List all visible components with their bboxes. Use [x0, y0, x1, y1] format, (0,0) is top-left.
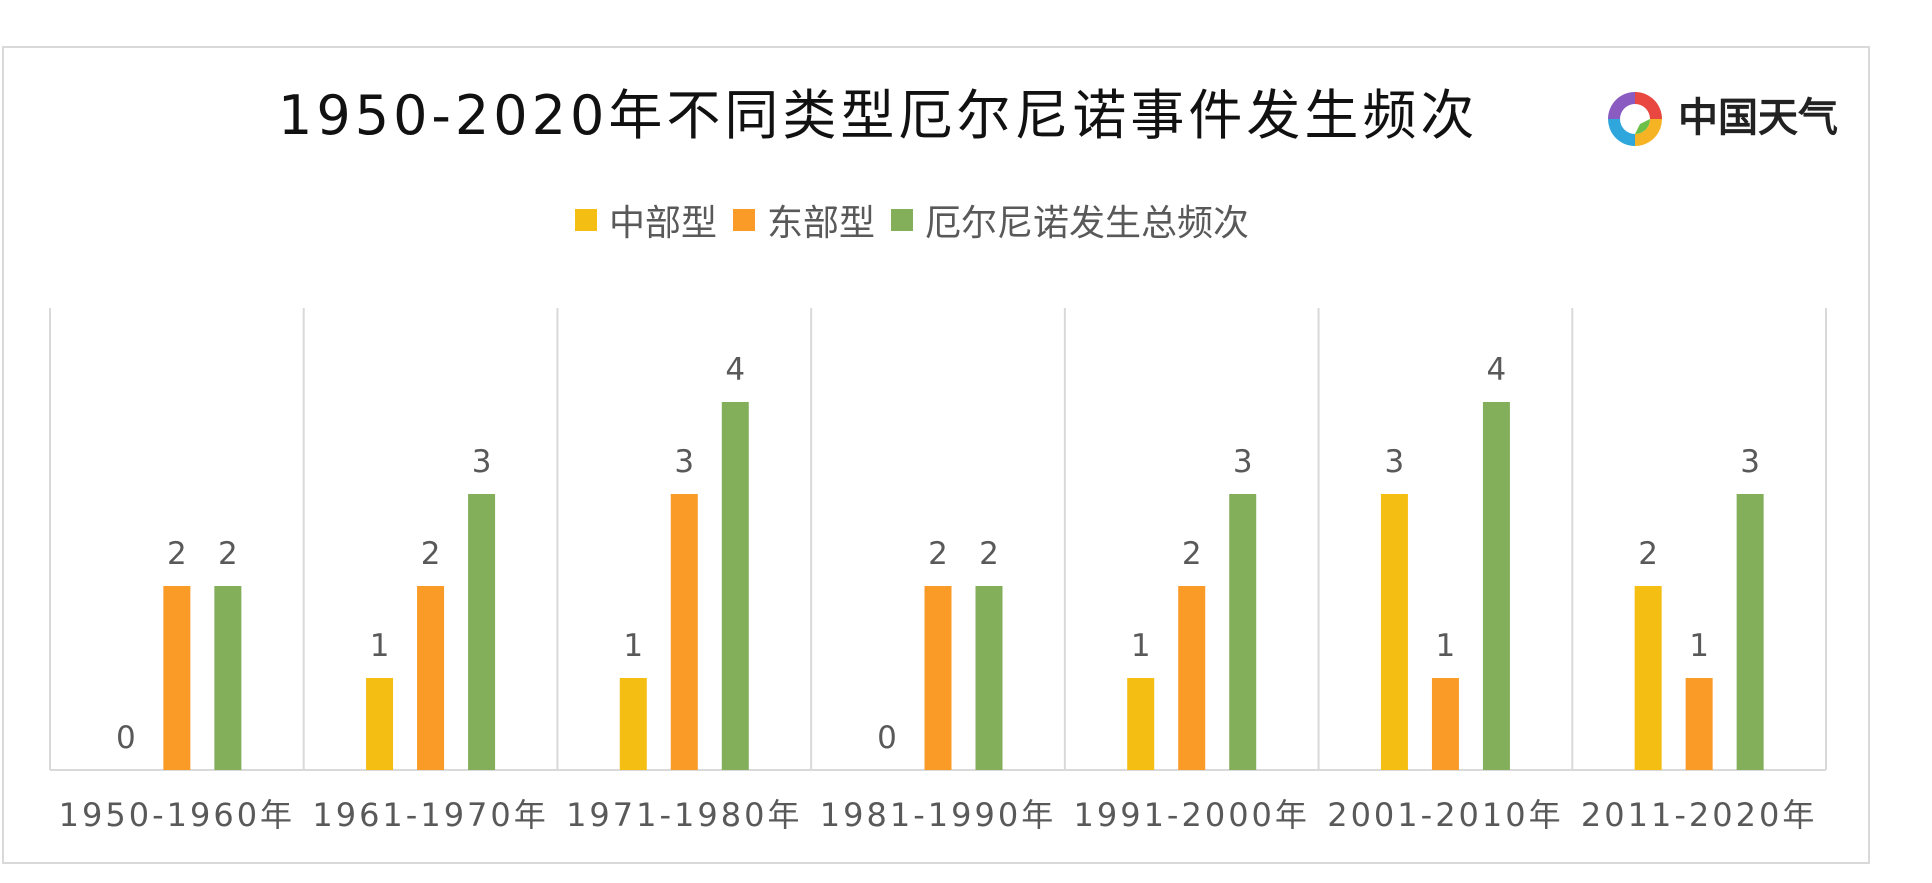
data-label-series-1-cat-2: 3	[674, 444, 694, 480]
bar-series-1-cat-5	[1431, 678, 1459, 770]
bar-series-1-cat-6	[1685, 678, 1713, 770]
bar-series-0-cat-1	[366, 678, 394, 770]
legend-label-total: 厄尔尼诺发生总频次	[925, 203, 1250, 244]
x-tick-label: 2011-2020年	[1581, 796, 1817, 834]
data-label-series-0-cat-3: 0	[877, 720, 897, 756]
brand-logo: 中国天气	[1600, 84, 1850, 154]
legend-swatch-central	[575, 209, 597, 231]
data-label-series-2-cat-2: 4	[725, 352, 745, 388]
data-label-series-2-cat-4: 3	[1233, 444, 1253, 480]
data-label-series-2-cat-0: 2	[218, 536, 238, 572]
data-label-series-2-cat-6: 3	[1740, 444, 1760, 480]
data-label-series-2-cat-5: 4	[1487, 352, 1507, 388]
data-label-series-0-cat-0: 0	[116, 720, 136, 756]
data-label-series-0-cat-2: 1	[623, 628, 643, 664]
bar-series-2-cat-5	[1482, 402, 1510, 770]
legend-label-eastern: 东部型	[767, 203, 876, 244]
chart-legend: 中部型 东部型 厄尔尼诺发生总频次	[575, 195, 1265, 245]
legend-swatch-eastern	[733, 209, 756, 231]
data-label-series-0-cat-5: 3	[1385, 444, 1405, 480]
bar-series-0-cat-6	[1634, 586, 1662, 770]
swirl-logo-icon	[1608, 92, 1662, 146]
data-label-series-0-cat-1: 1	[370, 628, 390, 664]
bar-series-2-cat-3	[975, 586, 1003, 770]
brand-name: 中国天气	[1678, 95, 1838, 141]
data-label-series-1-cat-4: 2	[1182, 536, 1202, 572]
bar-series-1-cat-2	[670, 494, 698, 770]
legend-item-central: 中部型	[575, 194, 717, 246]
data-label-series-1-cat-3: 2	[928, 536, 948, 572]
data-label-series-2-cat-3: 2	[979, 536, 999, 572]
bar-series-2-cat-2	[721, 402, 749, 770]
bar-series-1-cat-3	[924, 586, 952, 770]
bar-series-0-cat-2	[619, 678, 647, 770]
chart-title: 1950-2020年不同类型厄尔尼诺事件发生频次	[278, 84, 1479, 147]
bar-series-1-cat-1	[417, 586, 445, 770]
x-tick-label: 1971-1980年	[566, 796, 802, 834]
x-tick-label: 1981-1990年	[820, 796, 1056, 834]
data-label-series-0-cat-6: 2	[1638, 536, 1658, 572]
x-tick-label: 1991-2000年	[1073, 796, 1309, 834]
data-label-series-1-cat-6: 1	[1689, 628, 1709, 664]
legend-item-total: 厄尔尼诺发生总频次	[891, 194, 1249, 246]
data-label-series-0-cat-4: 1	[1131, 628, 1151, 664]
legend-label-central: 中部型	[609, 203, 718, 244]
legend-swatch-total	[891, 209, 914, 231]
bar-series-1-cat-4	[1178, 586, 1206, 770]
x-tick-label: 1950-1960年	[59, 796, 295, 834]
legend-item-eastern: 东部型	[733, 194, 875, 246]
bar-series-2-cat-0	[214, 586, 242, 770]
data-label-series-1-cat-0: 2	[167, 536, 187, 572]
bar-series-2-cat-1	[468, 494, 496, 770]
bar-series-2-cat-4	[1229, 494, 1257, 770]
bar-series-0-cat-5	[1380, 494, 1408, 770]
bar-series-2-cat-6	[1736, 494, 1764, 770]
x-tick-label: 2001-2010年	[1327, 796, 1563, 834]
data-label-series-2-cat-1: 3	[472, 444, 492, 480]
data-label-series-1-cat-5: 1	[1436, 628, 1456, 664]
data-label-series-1-cat-1: 2	[421, 536, 441, 572]
bar-series-0-cat-4	[1127, 678, 1155, 770]
bar-series-1-cat-0	[163, 586, 191, 770]
x-tick-label: 1961-1970年	[312, 796, 548, 834]
